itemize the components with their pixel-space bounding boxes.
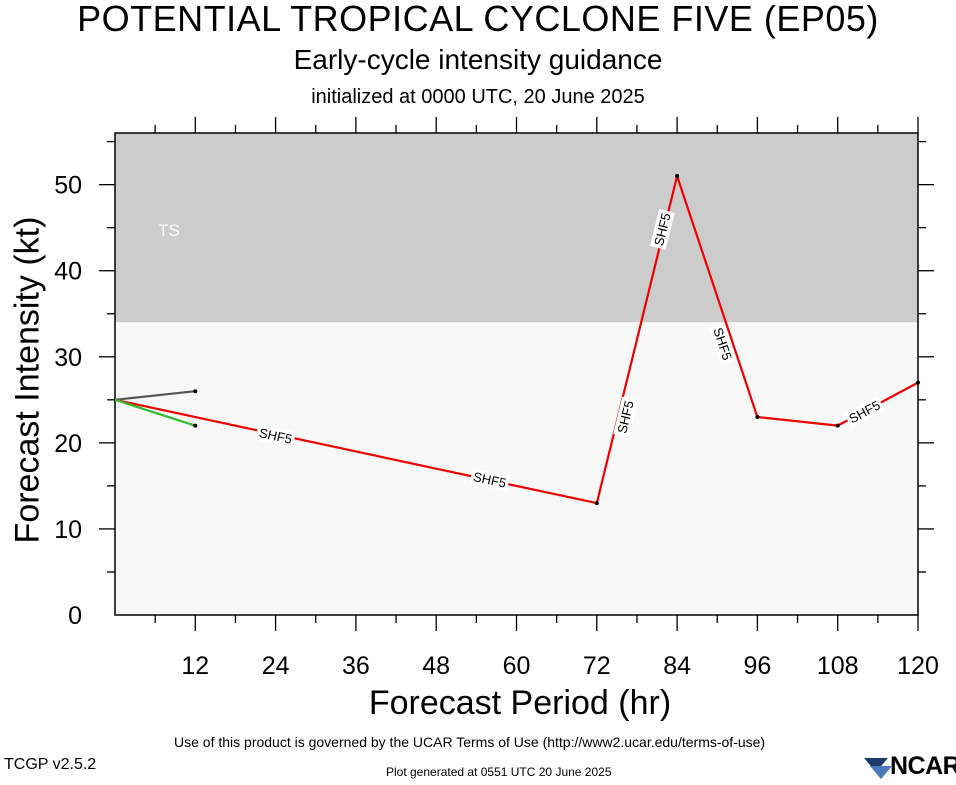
terms-of-use-notice: Use of this product is governed by the U… [174,734,766,750]
x-tick-label: 48 [422,652,450,680]
y-tick-label: 40 [54,258,82,286]
line-label-group: SHF5 [469,468,510,492]
y-tick-label: 10 [54,516,82,544]
line-label-group: SHF5 [255,424,296,448]
data-point [755,415,760,420]
band-label: TS [158,221,180,240]
line-label-bg [709,323,737,365]
intensity-band [115,133,918,323]
line-label-group: SHF5 [613,396,638,438]
data-point [916,380,920,385]
y-tick-label: 50 [54,172,82,200]
x-tick-label: 36 [342,652,370,680]
y-tick-label: 0 [68,602,82,630]
intensity-band [115,322,918,615]
ncar-logo: NCAR [862,752,956,780]
line-label-bg [255,424,296,448]
y-tick-label: 20 [54,430,82,458]
x-tick-label: 60 [503,652,531,680]
x-tick-label: 96 [743,652,771,680]
x-tick-label: 108 [817,652,859,680]
ncar-logo-icon [864,758,892,779]
x-tick-label: 72 [583,652,611,680]
data-point [193,423,198,428]
software-version: TCGP v2.5.2 [4,756,97,773]
ncar-logo-text: NCAR [890,752,956,780]
line-label-bg [650,209,675,250]
y-tick-label: 30 [54,344,82,372]
line-label: SHF5 [472,469,508,491]
data-point [835,423,840,428]
x-tick-label: 120 [897,652,939,680]
line-label-bg [613,396,638,438]
line-label-group: SHF5 [650,209,675,250]
chart-subtitle: Early-cycle intensity guidance [293,44,663,75]
line-label: SHF5 [258,425,294,447]
series-line [114,390,196,401]
data-point [675,174,680,179]
data-point [193,389,198,394]
line-label-bg [469,468,510,492]
plot-generated-time: Plot generated at 0551 UTC 20 June 2025 [386,765,612,779]
x-axis-label: Forecast Period (hr) [368,684,672,722]
line-label-bg [843,395,885,428]
series-line [114,398,196,427]
x-tick-label: 24 [262,652,290,680]
x-tick-label: 12 [181,652,209,680]
initialization-time: initialized at 0000 UTC, 20 June 2025 [311,86,645,108]
chart-title: POTENTIAL TROPICAL CYCLONE FIVE (EP05) [77,0,879,39]
x-tick-label: 84 [663,652,691,680]
y-axis-label: Forecast Intensity (kt) [8,216,47,544]
data-point [594,501,599,506]
